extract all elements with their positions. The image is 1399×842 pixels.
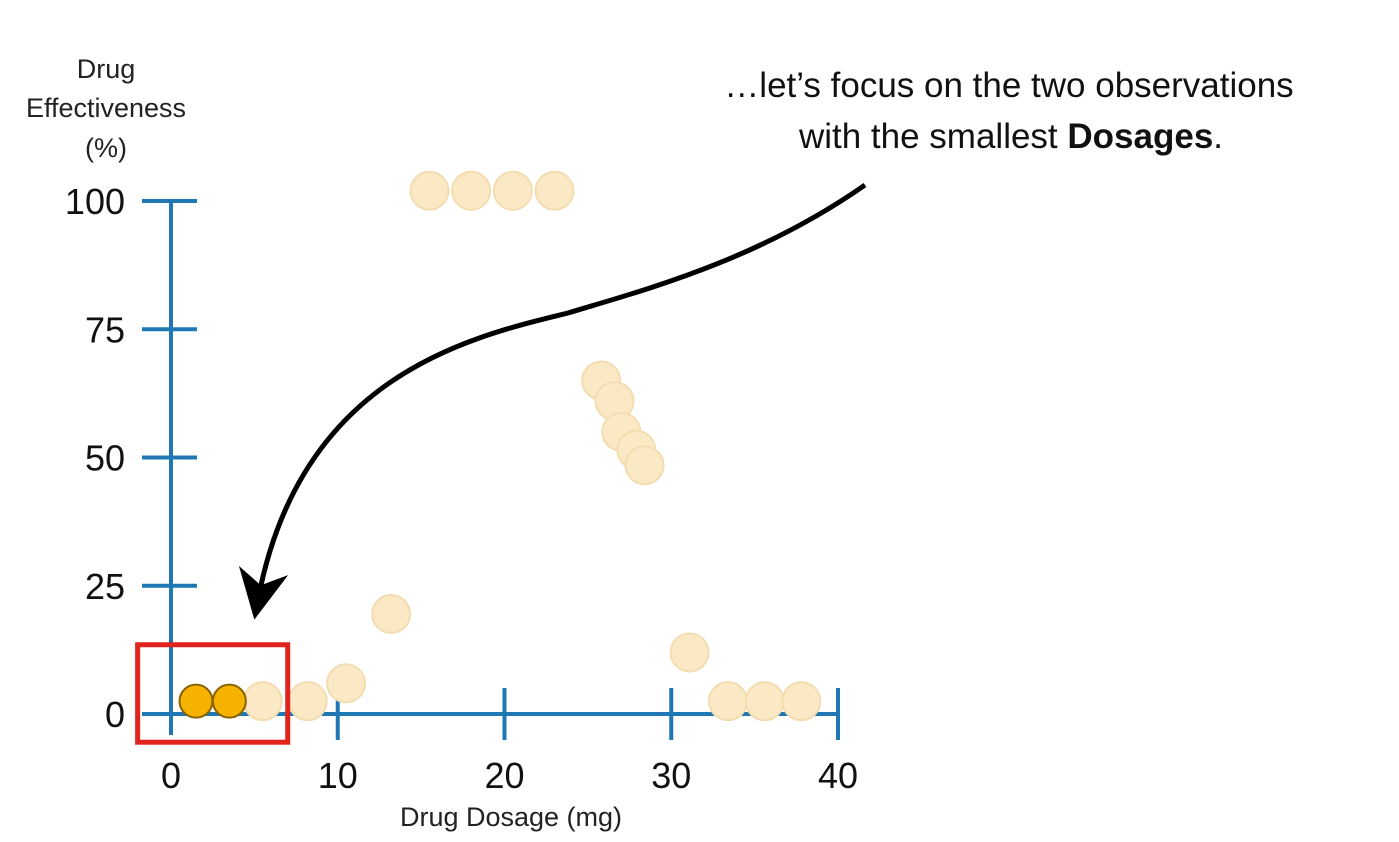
y-tick-label: 100 <box>65 181 125 222</box>
annotation-line-2-bold: Dosages <box>1067 117 1213 156</box>
tick-labels: 0 25 50 75 100 0 10 20 30 40 <box>65 181 858 796</box>
faded-point <box>744 681 785 722</box>
annotation-line-2-suffix: . <box>1213 117 1223 156</box>
x-axis-label: Drug Dosage (mg) <box>400 802 622 832</box>
faded-point <box>492 170 533 211</box>
y-tick-label: 75 <box>85 309 125 350</box>
highlight-box <box>135 642 291 745</box>
annotation-line-1: …let’s focus on the two observations <box>724 66 1293 105</box>
faded-point <box>409 170 450 211</box>
y-axis-label-line-2: Effectiveness <box>26 93 186 123</box>
faded-point <box>624 445 665 486</box>
faded-point <box>326 663 367 704</box>
faded-point <box>371 593 412 634</box>
highlighted-points <box>178 683 247 719</box>
faded-point <box>534 170 575 211</box>
y-tick-label: 25 <box>85 566 125 607</box>
faded-point <box>707 681 748 722</box>
faded-point <box>781 681 822 722</box>
y-tick-label: 50 <box>85 438 125 479</box>
faded-point <box>242 681 283 722</box>
annotation-arrow <box>238 182 867 620</box>
axes <box>142 199 838 735</box>
y-axis-label-line-3: (%) <box>85 133 127 163</box>
highlighted-point <box>178 683 214 719</box>
y-axis-label-line-1: Drug <box>77 54 136 84</box>
faded-point <box>287 681 328 722</box>
faded-point <box>451 170 492 211</box>
x-tick-label: 0 <box>161 755 181 796</box>
x-tick-label: 20 <box>484 755 524 796</box>
faded-points <box>242 170 822 722</box>
y-tick-label: 0 <box>105 694 125 735</box>
x-tick-label: 30 <box>651 755 691 796</box>
x-tick-label: 40 <box>818 755 858 796</box>
x-tick-label: 10 <box>318 755 358 796</box>
tick-marks <box>142 199 840 740</box>
annotation-line-2-prefix: with the smallest <box>798 117 1067 156</box>
highlighted-point <box>211 683 247 719</box>
annotation-line-2: with the smallest Dosages. <box>798 117 1223 156</box>
faded-point <box>669 632 710 673</box>
